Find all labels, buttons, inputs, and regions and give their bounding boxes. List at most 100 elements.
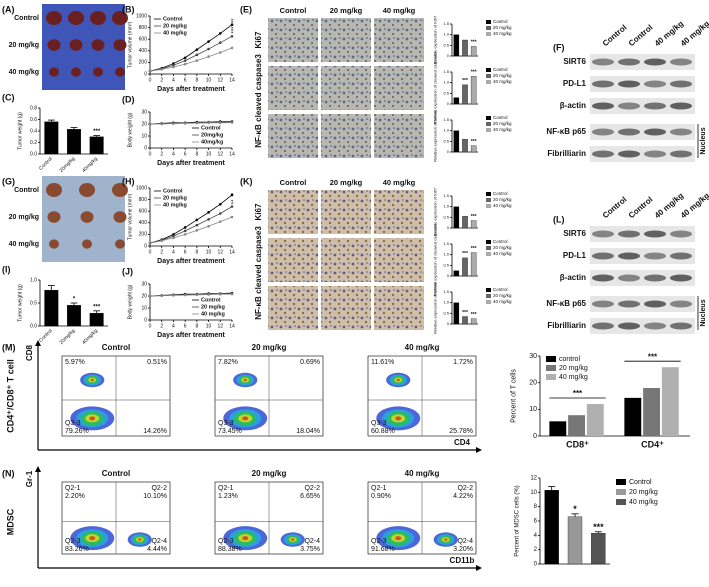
- significance: ***: [471, 246, 477, 252]
- point: [230, 35, 234, 38]
- series-line: [149, 35, 233, 72]
- significance: ***: [471, 214, 477, 220]
- quadrant-value: 4.44%: [147, 546, 167, 553]
- x-tick-label: 6: [184, 77, 187, 83]
- y-tick-label: 0.5: [443, 138, 449, 143]
- bar: [549, 421, 567, 436]
- point: [195, 59, 199, 62]
- legend-label: Control: [201, 297, 221, 303]
- row-label: NF-κB: [254, 296, 263, 320]
- legend-label: 40 mg/kg: [493, 127, 512, 132]
- bar: [453, 302, 460, 325]
- y-tick-label: 1.5: [443, 21, 449, 26]
- y-tick-label: 400: [139, 48, 148, 54]
- cell-cloud: [444, 538, 448, 541]
- point: [218, 51, 222, 54]
- bar: [470, 318, 477, 325]
- x-tick-label: 20mg/kg: [59, 328, 77, 346]
- quadrant-id: Q2-2: [151, 485, 167, 492]
- y-axis-label: Percent of T cells: [510, 369, 517, 423]
- point: [148, 241, 152, 245]
- plot-title: 40 mg/kg: [405, 469, 440, 478]
- quadrant-value: 0.90%: [371, 493, 391, 500]
- legend-label: 20 mg/kg: [493, 245, 512, 250]
- tumor: [80, 211, 94, 223]
- legend-label: 20 mg/kg: [629, 489, 658, 496]
- y-tick-label: 0.5: [443, 310, 449, 315]
- y-tick-label: 200: [139, 232, 148, 238]
- band: [592, 128, 614, 136]
- compartment-label: Nucleus: [700, 127, 707, 154]
- cell-cloud: [242, 416, 249, 421]
- x-tick-label: Control: [38, 328, 54, 344]
- bar: [462, 84, 468, 105]
- tumor: [46, 11, 62, 25]
- compartment-label: Nucleus: [700, 299, 707, 326]
- row-label: Ki67: [254, 31, 263, 48]
- legend-label: 20mg/kg: [201, 132, 223, 138]
- band: [670, 322, 692, 330]
- tumor: [112, 11, 128, 25]
- y-tick-label: 0.5: [443, 214, 449, 219]
- row-label: Ki67: [254, 203, 263, 220]
- y-tick-label: 0: [447, 321, 450, 326]
- y-tick-label: 1.0: [30, 277, 37, 283]
- cell-cloud: [138, 538, 142, 541]
- legend-swatch: [486, 20, 491, 24]
- legend-swatch: [616, 499, 626, 505]
- point: [183, 229, 187, 233]
- cell-cloud: [395, 416, 402, 421]
- band: [592, 80, 614, 88]
- bar: [591, 533, 606, 565]
- bar: [470, 76, 477, 105]
- bar: [624, 397, 642, 436]
- row-label: 40 mg/kg: [9, 241, 39, 248]
- quadrant-value: 0.51%: [147, 359, 167, 366]
- series-line: [150, 122, 233, 125]
- quadrant-id: Q2-1: [371, 485, 387, 492]
- flow-axis-label: Gr-1: [25, 470, 34, 487]
- quadrant-value: 88.38%: [218, 546, 242, 553]
- x-tick-label: 6: [184, 249, 187, 255]
- blot: [590, 226, 695, 242]
- panel-label: (H): [122, 176, 135, 186]
- row-label: Fibrilliarin: [547, 149, 586, 158]
- band: [592, 150, 614, 158]
- panel-label: (I): [2, 264, 11, 274]
- point: [207, 224, 210, 228]
- series-line: [149, 293, 233, 297]
- plot-title: 20 mg/kg: [252, 343, 287, 352]
- row-label: Control: [14, 187, 39, 194]
- tumor: [113, 39, 127, 51]
- x-tick-label: 0: [149, 151, 152, 157]
- y-axis-label: Percent of MDSC cells (%): [514, 485, 520, 556]
- quadrant-value: 6.65%: [300, 493, 320, 500]
- bar: [89, 136, 104, 155]
- ihc-image: [268, 238, 318, 282]
- tumor: [115, 239, 125, 249]
- series-line: [149, 24, 233, 72]
- y-tick-label: 600: [139, 209, 148, 215]
- y-axis-label: CD4⁺/CD8⁺ T cell: [5, 359, 15, 433]
- bar: [586, 404, 604, 436]
- x-tick-label: 20mg/kg: [59, 156, 77, 174]
- y-tick-label: 30: [141, 109, 147, 115]
- significance: ***: [471, 40, 477, 46]
- bar: [470, 220, 477, 229]
- y-tick-label: 6: [534, 519, 538, 525]
- legend-label: 40 mg/kg: [493, 251, 512, 256]
- x-tick-label: 2: [160, 249, 163, 255]
- x-tick-label: 10: [206, 77, 212, 83]
- tumor: [91, 39, 105, 51]
- x-tick-label: 8: [195, 249, 198, 255]
- blot: [590, 296, 695, 312]
- y-tick-label: 0: [447, 101, 450, 106]
- band: [644, 150, 666, 158]
- point: [230, 23, 234, 27]
- quadrant-value: 73.45%: [218, 428, 242, 435]
- legend-label: Control: [493, 239, 508, 244]
- x-axis-label: Days after treatment: [157, 160, 225, 167]
- band: [592, 300, 614, 308]
- y-tick-label: 0.0: [30, 151, 37, 157]
- x-tick-label: 40mg/kg: [81, 328, 99, 346]
